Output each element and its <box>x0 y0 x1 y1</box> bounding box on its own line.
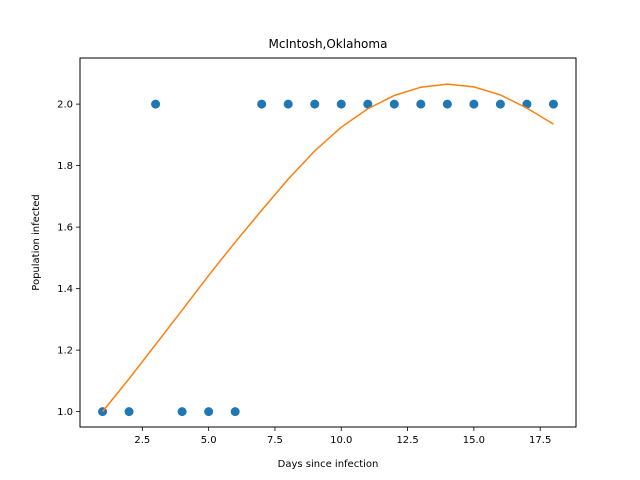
data-point <box>257 99 267 109</box>
y-tick-label: 1.8 <box>57 161 73 172</box>
data-point <box>177 407 187 417</box>
x-tick-label: 2.5 <box>134 435 150 446</box>
y-tick-label: 1.2 <box>57 346 73 357</box>
chart-title: McIntosh,Oklahoma <box>269 37 388 51</box>
data-point <box>442 99 452 109</box>
x-tick-label: 17.5 <box>529 435 551 446</box>
plot-area <box>98 83 558 417</box>
data-point <box>230 407 240 417</box>
x-tick-label: 10.0 <box>330 435 352 446</box>
fit-line <box>101 83 554 413</box>
data-point <box>363 99 373 109</box>
data-point <box>283 99 293 109</box>
data-point <box>151 99 161 109</box>
y-tick-label: 1.0 <box>57 407 73 418</box>
data-point <box>310 99 320 109</box>
data-point <box>336 99 346 109</box>
axes-frame <box>79 57 577 428</box>
x-tick-label: 5.0 <box>201 435 217 446</box>
data-point <box>416 99 426 109</box>
data-point <box>495 99 505 109</box>
data-point <box>548 99 558 109</box>
x-tick-label: 12.5 <box>396 435 418 446</box>
axis-ticks: 2.5 5.0 7.5 10.0 12.5 15.0 17.5 1.0 1.2 1.4 1.6 1.8… <box>57 100 551 446</box>
x-tick-label: 15.0 <box>463 435 485 446</box>
y-tick-label: 1.6 <box>57 223 73 234</box>
data-point <box>204 407 214 417</box>
x-axis-label: Days since infection <box>278 459 379 470</box>
data-point <box>469 99 479 109</box>
data-point <box>389 99 399 109</box>
y-axis-label: Population infected <box>31 194 42 290</box>
data-point <box>124 407 134 417</box>
y-tick-label: 2.0 <box>57 100 73 111</box>
x-tick-label: 7.5 <box>267 435 283 446</box>
y-tick-label: 1.4 <box>57 284 73 295</box>
